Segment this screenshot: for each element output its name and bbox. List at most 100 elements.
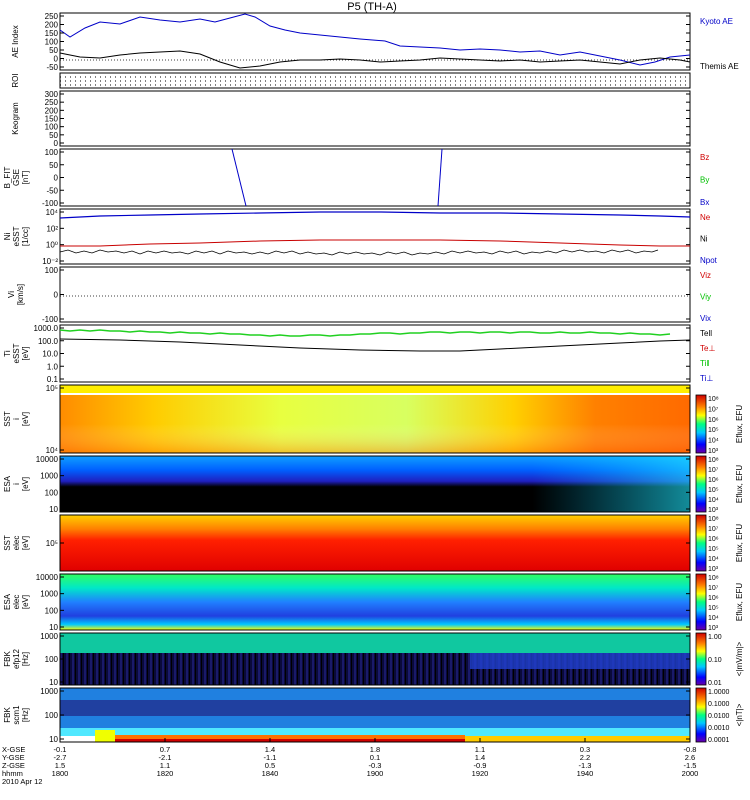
x-axis-value: 1800: [52, 769, 69, 778]
x-axis-value: 2.6: [685, 753, 695, 762]
panel-ylabel: [eV]: [21, 477, 30, 491]
panel-ylabel: elec: [12, 536, 21, 551]
x-axis-value: -0.8: [684, 745, 697, 754]
y-tick-label: -50: [46, 63, 58, 72]
x-axis-value: 1840: [262, 769, 279, 778]
x-axis-value: -2.7: [54, 753, 67, 762]
y-tick-label: 100: [45, 655, 59, 664]
panel-ylabel: [eV]: [21, 412, 30, 426]
y-tick-label: 10⁴: [46, 208, 59, 217]
panel-ylabel: Keogram: [11, 102, 20, 135]
y-tick-label: 200: [45, 21, 59, 30]
panel-ylabel: AE Index: [11, 25, 20, 57]
kyoto-ae-line: [59, 13, 691, 66]
y-tick-label: 150: [45, 29, 59, 38]
y-tick-label: -100: [42, 199, 59, 208]
x-axis-value: -2.1: [159, 753, 172, 762]
panel-ylabel: i: [12, 418, 21, 420]
legend-entry: Te⊥: [700, 344, 715, 353]
y-tick-label: 0: [54, 55, 59, 64]
colorbar-label: <|mV/m|>: [735, 641, 744, 676]
panel-ylabel: SST: [3, 411, 12, 427]
x-axis-value: 1.5: [55, 761, 65, 770]
panel-ylabel: FBK: [3, 651, 12, 667]
colorbar-tick-label: 10⁵: [708, 605, 719, 612]
y-tick-label: 100.0: [38, 337, 59, 346]
colorbar: [695, 632, 707, 686]
colorbar-tick-label: 0.0100: [708, 713, 730, 720]
panel-ni: [59, 208, 691, 265]
x-axis-value: 1820: [157, 769, 174, 778]
x-axis-value: 1.1: [160, 761, 170, 770]
legend-entry: Ne: [700, 213, 711, 222]
x-row-label: Y-GSE: [2, 753, 25, 762]
x-axis-value: -1.1: [264, 753, 277, 762]
x-axis-value: -0.3: [369, 761, 382, 770]
panel-ylabel: scm1: [12, 705, 21, 725]
panel-ylabel: [1/cc]: [21, 227, 30, 246]
panel-fbk-efp12: [59, 632, 691, 686]
y-tick-label: 0: [54, 291, 59, 300]
x-axis-value: 1940: [577, 769, 594, 778]
panel-ylabel: SST: [3, 535, 12, 551]
panel-ylabel: [nT]: [21, 171, 30, 185]
colorbar-tick-label: 10⁸: [708, 457, 719, 464]
colorbar-tick-label: 0.0001: [708, 737, 730, 744]
x-axis-value: -1.5: [684, 761, 697, 770]
legend-entry: Kyoto AE: [700, 17, 733, 26]
panel-ylabel: efp12: [12, 648, 21, 669]
x-axis-value: 0.7: [160, 745, 170, 754]
x-axis-value: 0.3: [580, 745, 590, 754]
x-axis-value: -0.1: [54, 745, 67, 754]
panel-esa-elec: [59, 573, 691, 631]
x-row-label: hhmm: [2, 769, 23, 778]
y-tick-label: 10: [49, 678, 58, 687]
y-tick-label: -50: [46, 186, 58, 195]
y-tick-label: 0.1: [47, 375, 59, 384]
y-tick-label: 50: [49, 161, 58, 170]
y-tick-label: 1.0: [47, 362, 59, 371]
legend-entry: Ni: [700, 235, 708, 244]
colorbar-tick-label: 10³: [708, 507, 719, 514]
legend-entry: Bz: [700, 153, 709, 162]
y-tick-label: 10⁰: [46, 241, 58, 250]
y-tick-label: 10⁵: [46, 539, 58, 548]
legend-entry: Themis AE: [700, 62, 739, 71]
y-tick-label: 100: [45, 606, 59, 615]
panel-ylabel: [km/s]: [16, 284, 25, 305]
panel-ylabel: Ni: [3, 233, 12, 241]
x-axis-value: 1.4: [265, 745, 275, 754]
panel-ylabel: i: [12, 483, 21, 485]
legend-entry: Viy: [700, 293, 711, 302]
panel-ylabel: ROI: [11, 73, 20, 87]
colorbar-tick-label: 10⁶: [708, 595, 719, 602]
x-row-label: Z-GSE: [2, 761, 25, 770]
x-axis-value: 0.5: [265, 761, 275, 770]
y-tick-label: 1000: [40, 687, 58, 696]
x-axis-value: 1.1: [475, 745, 485, 754]
panel-ylabel: [Hz]: [21, 652, 30, 666]
y-tick-label: 300: [45, 90, 59, 99]
colorbars: 10⁸ 10⁷ 10⁶ 10⁵ 10⁴ 10³ Eflux, EFU 10⁸ 10⁷ 10⁶ 10⁵…: [695, 394, 744, 744]
x-row-label: 2010 Apr 12: [2, 777, 42, 786]
colorbar-tick-label: 10⁶: [708, 536, 719, 543]
y-tick-label: 10: [49, 735, 58, 744]
colorbar-tick-label: 10⁴: [708, 556, 719, 563]
panel-ylabel: ESA: [3, 593, 12, 610]
y-tick-label: 10000: [36, 455, 59, 464]
legend-entry: Tell: [700, 329, 712, 338]
y-tick-label: 250: [45, 98, 59, 107]
colorbar-tick-label: 10⁸: [708, 575, 719, 582]
panel-ylabel: eSST: [12, 343, 21, 363]
legend-entry: Vix: [700, 314, 711, 323]
y-tick-label: 100: [45, 711, 59, 720]
panel-ylabel: [Hz]: [21, 708, 30, 722]
themis-ae-line: [59, 50, 691, 69]
colorbar-tick-label: 10⁶: [708, 417, 719, 424]
y-tick-label: 1000: [40, 590, 58, 599]
legend-entry: Ti⊥: [700, 374, 713, 383]
y-tick-label: 10.0: [42, 350, 58, 359]
colorbar-tick-label: 1.0000: [708, 689, 730, 696]
